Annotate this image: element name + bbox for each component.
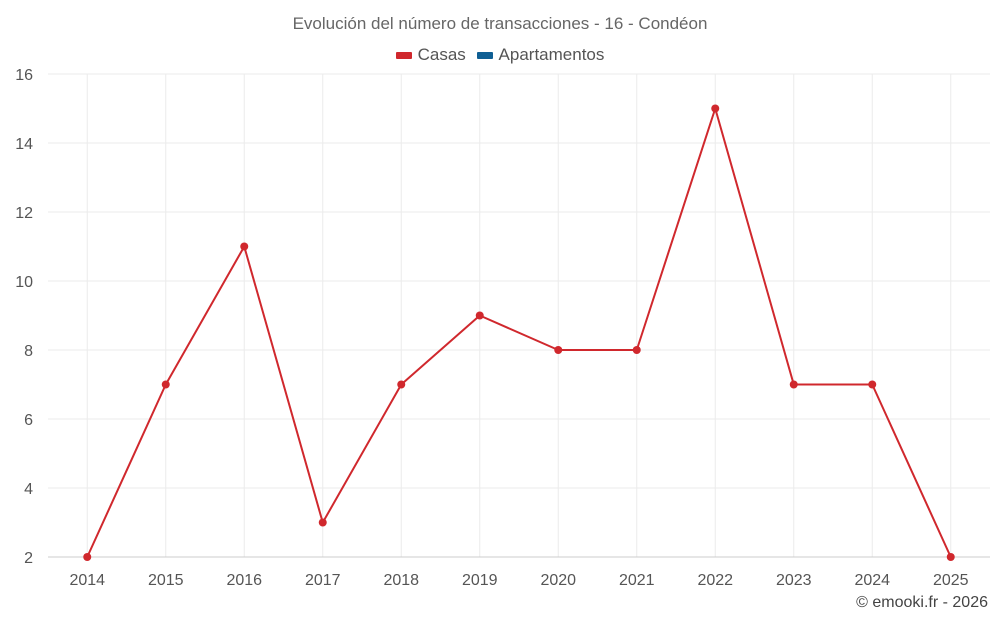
x-tick-label: 2021 bbox=[619, 572, 655, 589]
data-point bbox=[161, 380, 170, 389]
data-point bbox=[240, 242, 249, 251]
y-tick-label: 12 bbox=[15, 205, 33, 222]
data-point bbox=[632, 346, 641, 354]
x-tick-label: 2020 bbox=[540, 572, 576, 589]
y-tick-label: 2 bbox=[24, 550, 33, 567]
x-tick-label: 2025 bbox=[933, 572, 969, 589]
chart-title: Evolución del número de transacciones - … bbox=[292, 14, 708, 33]
data-point bbox=[475, 311, 484, 320]
data-point bbox=[83, 553, 92, 561]
credit-text: © emooki.fr - 2026 bbox=[856, 594, 988, 611]
y-tick-label: 14 bbox=[15, 136, 33, 153]
data-point bbox=[318, 518, 327, 527]
legend-swatch-apartamentos bbox=[476, 52, 493, 60]
x-tick-label: 2016 bbox=[226, 572, 262, 589]
legend-label-casas: Casas bbox=[417, 45, 466, 64]
legend-label-apartamentos: Apartamentos bbox=[498, 45, 605, 64]
legend-item-casas[interactable]: Casas bbox=[395, 45, 466, 65]
x-tick-label: 2014 bbox=[69, 572, 105, 589]
data-point bbox=[946, 553, 955, 561]
x-tick-label: 2018 bbox=[383, 572, 419, 589]
y-tick-label: 8 bbox=[24, 343, 33, 360]
y-tick-label: 6 bbox=[24, 412, 33, 429]
data-point bbox=[868, 380, 877, 389]
y-tick-label: 10 bbox=[15, 274, 33, 291]
data-point bbox=[554, 346, 563, 354]
y-tick-label: 4 bbox=[24, 481, 33, 498]
x-tick-label: 2024 bbox=[854, 572, 890, 589]
data-point bbox=[397, 380, 406, 389]
data-point bbox=[711, 104, 720, 113]
series-line-casas bbox=[86, 107, 952, 558]
x-tick-label: 2017 bbox=[305, 572, 341, 589]
x-tick-label: 2022 bbox=[697, 572, 733, 589]
legend-swatch-casas bbox=[395, 52, 412, 60]
x-tick-label: 2023 bbox=[776, 572, 812, 589]
legend: Casas Apartamentos bbox=[0, 45, 1000, 65]
x-tick-label: 2019 bbox=[462, 572, 498, 589]
legend-item-apartamentos[interactable]: Apartamentos bbox=[476, 45, 605, 65]
y-tick-label: 16 bbox=[15, 67, 33, 84]
data-point bbox=[789, 380, 798, 389]
x-tick-label: 2015 bbox=[148, 572, 184, 589]
